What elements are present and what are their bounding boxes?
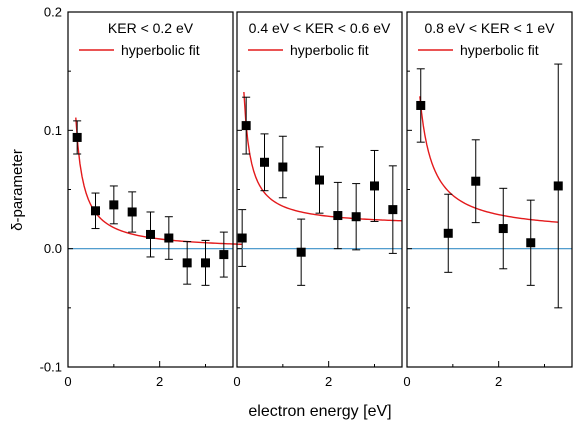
data-point xyxy=(146,229,155,239)
x-tick-label: 0 xyxy=(403,374,410,389)
data-point xyxy=(471,176,481,186)
legend-label: hyperbolic fit xyxy=(290,42,369,58)
y-tick-label: -0.1 xyxy=(40,360,62,375)
data-point xyxy=(91,206,100,216)
data-point xyxy=(526,238,536,248)
data-point xyxy=(296,247,306,257)
panel-title: 0.4 eV < KER < 0.6 eV xyxy=(249,20,391,36)
data-point xyxy=(351,212,361,222)
panel-title: 0.8 eV < KER < 1 eV xyxy=(425,20,556,36)
data-point xyxy=(443,228,453,238)
data-point xyxy=(164,233,174,243)
data-point xyxy=(416,100,426,110)
panel-frame xyxy=(67,11,234,368)
panel-title: KER < 0.2 eV xyxy=(108,20,194,36)
data-point xyxy=(498,224,508,234)
fit-curve xyxy=(243,91,403,222)
x-tick-label: 0 xyxy=(64,374,71,389)
data-point xyxy=(553,181,563,191)
data-point xyxy=(182,258,192,268)
panel-frame xyxy=(406,11,573,368)
data-point xyxy=(109,200,119,210)
fit-curve xyxy=(419,96,559,223)
legend-label: hyperbolic fit xyxy=(460,42,539,58)
data-point xyxy=(201,258,210,268)
data-point xyxy=(127,207,137,217)
y-tick-label: 0.1 xyxy=(44,123,62,138)
x-tick-label: 2 xyxy=(325,374,332,389)
data-point xyxy=(315,175,324,185)
data-point xyxy=(388,205,398,215)
legend-label: hyperbolic fit xyxy=(121,42,200,58)
data-point xyxy=(219,250,229,260)
x-axis-label: electron energy [eV] xyxy=(248,403,391,420)
y-tick-label: 0.2 xyxy=(44,5,62,20)
x-tick-label: 2 xyxy=(156,374,163,389)
panels-layer: 0 2 -0.1 0.0 0.1 0.2 KER < 0.2 eV hyperbolic fi… xyxy=(40,5,573,389)
data-point xyxy=(278,162,288,172)
y-axis-label: δ-parameter xyxy=(9,149,26,231)
fit-curve xyxy=(75,117,243,246)
data-point xyxy=(260,157,269,167)
x-tick-label: 2 xyxy=(495,374,502,389)
data-point xyxy=(333,211,343,221)
y-tick-label: 0.0 xyxy=(44,241,62,256)
x-tick-label: 0 xyxy=(233,374,240,389)
data-point xyxy=(241,121,251,131)
data-point xyxy=(370,181,379,191)
data-point xyxy=(72,132,82,142)
data-point xyxy=(237,233,247,243)
